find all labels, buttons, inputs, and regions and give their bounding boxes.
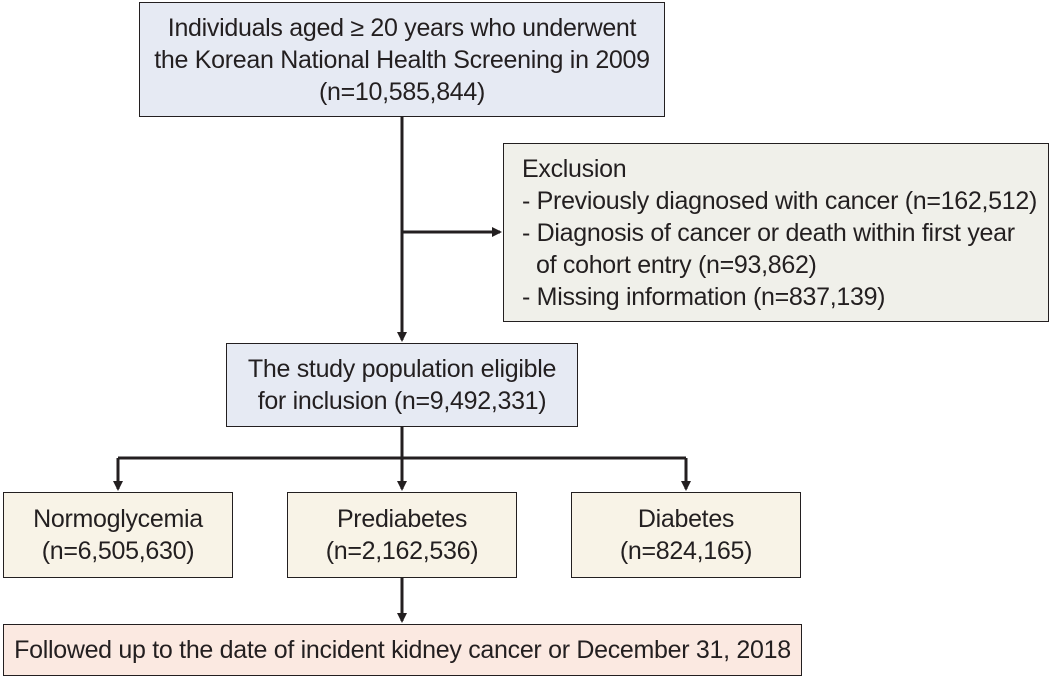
exclusion-item-2-continued: of cohort entry (n=93,862): [536, 250, 817, 279]
exclusion-item-2: - Diagnosis of cancer or death within fi…: [522, 218, 1015, 247]
normoglycemia-label: Normoglycemia: [33, 505, 203, 533]
screening-line-3: (n=10,585,844): [318, 77, 486, 106]
normoglycemia-box: Normoglycemia (n=6,505,630): [3, 492, 233, 578]
diabetes-label: Diabetes: [637, 505, 735, 533]
screening-line-1: Individuals aged ≥ 20 years who underwen…: [167, 13, 637, 42]
diabetes-box: Diabetes (n=824,165): [571, 492, 801, 578]
exclusion-item-3: - Missing information (n=837,139): [522, 282, 886, 311]
exclusion-title: Exclusion: [522, 154, 627, 183]
prediabetes-box: Prediabetes (n=2,162,536): [287, 492, 517, 578]
exclusion-item-1: - Previously diagnosed with cancer (n=16…: [522, 186, 1037, 215]
screening-line-2: the Korean National Health Screening in …: [154, 45, 650, 74]
eligible-box: The study population eligible for inclus…: [226, 343, 578, 427]
diabetes-count: (n=824,165): [619, 537, 753, 565]
eligible-line-2: for inclusion (n=9,492,331): [257, 387, 547, 415]
prediabetes-label: Prediabetes: [336, 505, 468, 533]
normoglycemia-count: (n=6,505,630): [41, 537, 195, 565]
followup-text: Followed up to the date of incident kidn…: [14, 636, 791, 664]
screening-box: Individuals aged ≥ 20 years who underwen…: [139, 2, 665, 117]
prediabetes-count: (n=2,162,536): [325, 537, 479, 565]
exclusion-box: Exclusion - Previously diagnosed with ca…: [503, 143, 1049, 322]
eligible-line-1: The study population eligible: [247, 355, 557, 383]
followup-box: Followed up to the date of incident kidn…: [3, 624, 802, 676]
